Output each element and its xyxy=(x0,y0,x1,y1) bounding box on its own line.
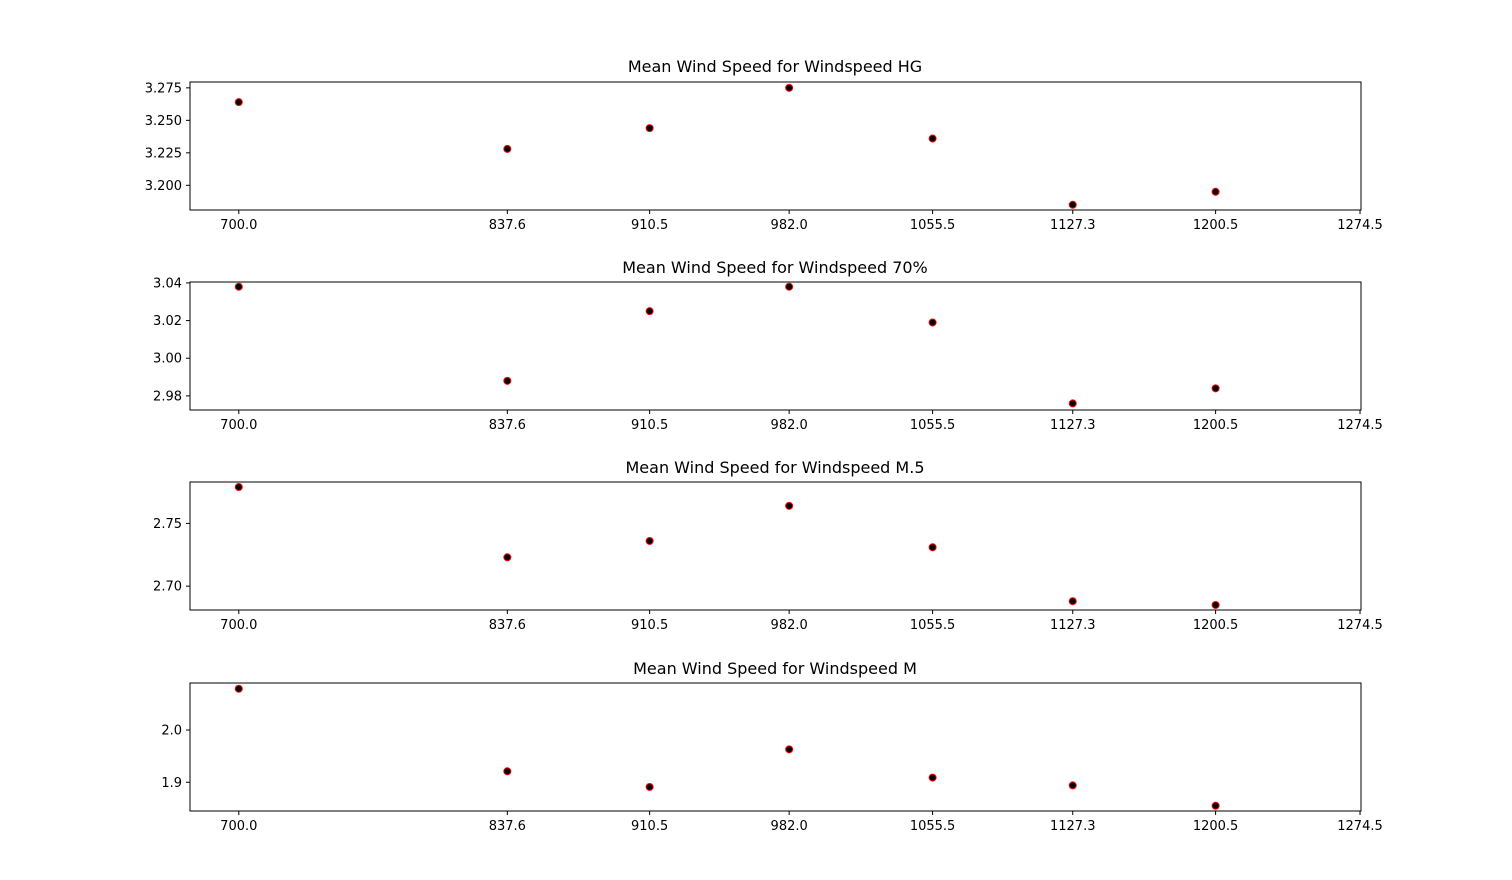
x-tick-label: 837.6 xyxy=(489,819,526,834)
plot-area xyxy=(189,481,1362,611)
data-point xyxy=(928,773,937,782)
data-point xyxy=(1068,597,1077,606)
data-point xyxy=(785,83,794,92)
x-tick-label: 910.5 xyxy=(631,819,668,834)
y-tick-label: 3.250 xyxy=(145,114,182,129)
x-tick-label: 910.5 xyxy=(631,618,668,633)
y-tick-label: 2.70 xyxy=(153,580,182,595)
x-tick-label: 1274.5 xyxy=(1337,819,1383,834)
data-point xyxy=(785,745,794,754)
x-tick-label: 1055.5 xyxy=(910,819,956,834)
x-tick-label: 910.5 xyxy=(631,218,668,233)
subplot-m5: Mean Wind Speed for Windspeed M.5 700.0 8… xyxy=(153,458,1383,633)
x-tick-label: 1274.5 xyxy=(1337,618,1383,633)
subplot-70pct: Mean Wind Speed for Windspeed 70% 700.0 8… xyxy=(153,258,1383,433)
subplot-title: Mean Wind Speed for Windspeed HG xyxy=(628,57,922,76)
x-tick-label: 1274.5 xyxy=(1337,218,1383,233)
data-point xyxy=(645,307,654,316)
data-point xyxy=(1068,781,1077,790)
y-tick-label: 3.00 xyxy=(153,352,182,367)
y-tick-label: 3.275 xyxy=(145,81,182,96)
x-tick-label: 1200.5 xyxy=(1193,218,1239,233)
data-point xyxy=(234,98,243,107)
y-tick-label: 2.75 xyxy=(153,517,182,532)
subplot-title: Mean Wind Speed for Windspeed M xyxy=(633,659,917,678)
y-tick-label: 3.02 xyxy=(153,314,182,329)
x-tick-label: 1200.5 xyxy=(1193,418,1239,433)
x-tick-label: 837.6 xyxy=(489,418,526,433)
data-point xyxy=(1211,801,1220,810)
y-tick-label: 3.225 xyxy=(145,146,182,161)
data-point xyxy=(1068,200,1077,209)
x-tick-label: 700.0 xyxy=(220,618,257,633)
y-tick-label: 2.0 xyxy=(161,724,182,739)
x-tick-label: 1055.5 xyxy=(910,418,956,433)
x-tick-label: 1274.5 xyxy=(1337,418,1383,433)
data-point xyxy=(928,318,937,327)
x-tick-label: 1200.5 xyxy=(1193,618,1239,633)
data-point xyxy=(234,282,243,291)
subplot-hg: Mean Wind Speed for Windspeed HG 700.0 83… xyxy=(145,57,1383,233)
x-tick-label: 700.0 xyxy=(220,218,257,233)
x-tick-label: 910.5 xyxy=(631,418,668,433)
data-point xyxy=(1068,399,1077,408)
data-point xyxy=(503,553,512,562)
x-tick-label: 982.0 xyxy=(771,618,808,633)
data-point xyxy=(645,536,654,545)
x-tick-label: 700.0 xyxy=(220,418,257,433)
x-tick-label: 1200.5 xyxy=(1193,819,1239,834)
y-tick-label: 3.04 xyxy=(153,276,182,291)
data-point xyxy=(645,124,654,133)
data-point xyxy=(785,501,794,510)
x-tick-label: 1055.5 xyxy=(910,218,956,233)
y-tick-label: 2.98 xyxy=(153,389,182,404)
y-tick-label: 3.200 xyxy=(145,179,182,194)
data-point xyxy=(503,376,512,385)
x-tick-label: 982.0 xyxy=(771,819,808,834)
x-tick-label: 982.0 xyxy=(771,218,808,233)
x-tick-label: 982.0 xyxy=(771,418,808,433)
data-point xyxy=(1211,187,1220,196)
data-point xyxy=(645,782,654,791)
data-point xyxy=(928,134,937,143)
plot-area xyxy=(189,682,1362,812)
data-point xyxy=(1211,384,1220,393)
data-point xyxy=(234,483,243,492)
data-point xyxy=(928,543,937,552)
data-point xyxy=(503,767,512,776)
x-tick-label: 700.0 xyxy=(220,819,257,834)
x-tick-label: 1055.5 xyxy=(910,618,956,633)
subplot-m: Mean Wind Speed for Windspeed M 700.0 837… xyxy=(161,659,1382,834)
plot-area xyxy=(189,81,1362,211)
subplot-title: Mean Wind Speed for Windspeed M.5 xyxy=(625,458,924,477)
x-tick-label: 837.6 xyxy=(489,218,526,233)
data-point xyxy=(234,684,243,693)
x-tick-label: 1127.3 xyxy=(1050,819,1096,834)
y-tick-label: 1.9 xyxy=(161,776,182,791)
x-tick-label: 1127.3 xyxy=(1050,618,1096,633)
subplot-title: Mean Wind Speed for Windspeed 70% xyxy=(622,258,928,277)
data-point xyxy=(1211,600,1220,609)
x-tick-label: 1127.3 xyxy=(1050,218,1096,233)
plot-area xyxy=(189,281,1362,411)
data-point xyxy=(785,282,794,291)
x-tick-label: 837.6 xyxy=(489,618,526,633)
x-tick-label: 1127.3 xyxy=(1050,418,1096,433)
data-point xyxy=(503,144,512,153)
